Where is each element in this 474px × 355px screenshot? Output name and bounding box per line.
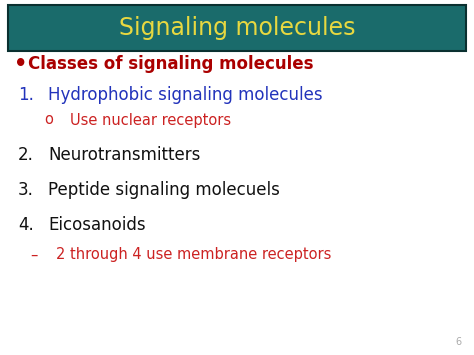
Text: 2 through 4 use membrane receptors: 2 through 4 use membrane receptors [56,247,331,262]
Text: •: • [14,54,27,74]
Text: 1.: 1. [18,86,34,104]
Text: Hydrophobic signaling molecules: Hydrophobic signaling molecules [48,86,323,104]
Text: Signaling molecules: Signaling molecules [119,16,355,40]
Bar [8,5,466,51]
Text: 6: 6 [456,337,462,347]
Text: –: – [30,247,37,262]
Text: 4.: 4. [18,216,34,234]
Text: Peptide signaling molecuels: Peptide signaling molecuels [48,181,280,199]
Text: Eicosanoids: Eicosanoids [48,216,146,234]
Text: Neurotransmitters: Neurotransmitters [48,146,201,164]
Text: Use nuclear receptors: Use nuclear receptors [70,113,231,127]
Text: o: o [44,113,53,127]
Text: 2.: 2. [18,146,34,164]
Text: 3.: 3. [18,181,34,199]
Text: Classes of signaling molecules: Classes of signaling molecules [28,55,313,73]
